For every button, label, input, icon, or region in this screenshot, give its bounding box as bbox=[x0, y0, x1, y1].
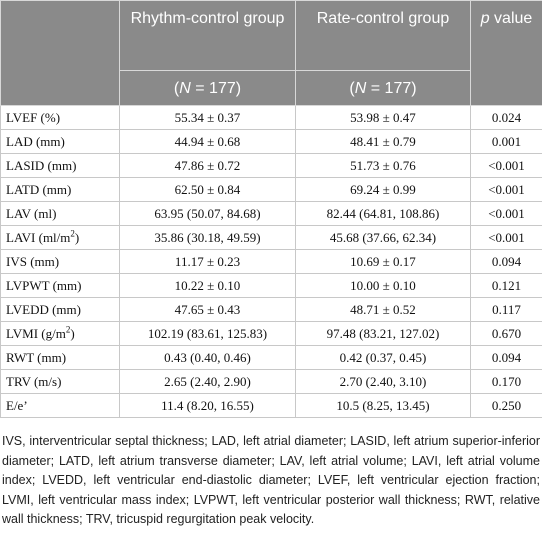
p-value-cell: <0.001 bbox=[470, 153, 542, 178]
p-value-cell: 0.024 bbox=[470, 105, 542, 130]
p-value-cell: 0.001 bbox=[470, 129, 542, 154]
rate-value-cell: 82.44 (64.81, 108.86) bbox=[295, 201, 471, 226]
rhythm-value-cell: 47.65 ± 0.43 bbox=[119, 297, 296, 322]
rate-value-cell: 2.70 (2.40, 3.10) bbox=[295, 369, 471, 394]
rhythm-value-cell: 11.4 (8.20, 16.55) bbox=[119, 393, 296, 418]
row-label-text: LAV (ml) bbox=[6, 205, 57, 221]
p-value-cell: 0.121 bbox=[470, 273, 542, 298]
row-label-superscript: 2 bbox=[70, 228, 75, 239]
echo-parameters-table: Rhythm-control group Rate-control group … bbox=[0, 0, 542, 418]
row-label-tail: ) bbox=[74, 229, 80, 245]
rate-value-cell: 10.69 ± 0.17 bbox=[295, 249, 471, 274]
p-value-cell: 0.117 bbox=[470, 297, 542, 322]
row-label-text: LASID (mm) bbox=[6, 157, 77, 173]
rhythm-value-cell: 44.94 ± 0.68 bbox=[119, 129, 296, 154]
table-row: LASID (mm) 47.86 ± 0.72 51.73 ± 0.76 <0.001 bbox=[0, 153, 542, 178]
row-label: LATD (mm) bbox=[0, 177, 120, 202]
table-footnote: IVS, interventricular septal thickness; … bbox=[2, 434, 540, 526]
row-label: LVEF (%) bbox=[0, 105, 120, 130]
row-label-text: LVEDD (mm) bbox=[6, 301, 81, 317]
table-row: IVS (mm) 11.17 ± 0.23 10.69 ± 0.17 0.094 bbox=[0, 249, 542, 274]
table-row: E/e’ 11.4 (8.20, 16.55) 10.5 (8.25, 13.45)… bbox=[0, 393, 542, 418]
rhythm-value-cell: 11.17 ± 0.23 bbox=[119, 249, 296, 274]
italic-symbol: N bbox=[354, 79, 367, 97]
p-value-cell: 0.170 bbox=[470, 369, 542, 394]
row-label: LASID (mm) bbox=[0, 153, 120, 178]
table-row: LVMI (g/m2) 102.19 (83.61, 125.83) 97.48 (… bbox=[0, 321, 542, 346]
rhythm-value-cell: 35.86 (30.18, 49.59) bbox=[119, 225, 296, 250]
row-label-text: E/e’ bbox=[6, 397, 28, 413]
row-label-text: TRV (m/s) bbox=[6, 373, 62, 389]
rhythm-value-cell: 10.22 ± 0.10 bbox=[119, 273, 296, 298]
rhythm-value-cell: 2.65 (2.40, 2.90) bbox=[119, 369, 296, 394]
header-rate-group: Rate-control group bbox=[295, 0, 471, 71]
italic-symbol: N bbox=[179, 79, 191, 97]
rate-value-cell: 69.24 ± 0.99 bbox=[295, 177, 471, 202]
rate-value-cell: 51.73 ± 0.76 bbox=[295, 153, 471, 178]
row-label: LVMI (g/m2) bbox=[0, 321, 120, 346]
table-container: Rhythm-control group Rate-control group … bbox=[0, 0, 542, 418]
table-row: LVPWT (mm) 10.22 ± 0.10 10.00 ± 0.10 0.121 bbox=[0, 273, 542, 298]
rate-value-cell: 53.98 ± 0.47 bbox=[295, 105, 471, 130]
row-label: TRV (m/s) bbox=[0, 369, 120, 394]
p-value-cell: 0.094 bbox=[470, 249, 542, 274]
row-label-tail: ) bbox=[70, 325, 75, 341]
italic-symbol: p bbox=[480, 10, 490, 27]
header-rhythm-n: (N = 177) bbox=[119, 70, 296, 106]
p-value-cell: <0.001 bbox=[470, 177, 542, 202]
p-value-cell: 0.250 bbox=[470, 393, 542, 418]
row-label: LVEDD (mm) bbox=[0, 297, 120, 322]
row-label: LAD (mm) bbox=[0, 129, 120, 154]
row-label: E/e’ bbox=[0, 393, 120, 418]
p-value-cell: 0.094 bbox=[470, 345, 542, 370]
header-p-value: p value bbox=[470, 0, 542, 106]
header-rhythm-group: Rhythm-control group bbox=[119, 0, 296, 71]
row-label-text: LAVI (ml/m bbox=[6, 229, 71, 245]
table-row: LAV (ml) 63.95 (50.07, 84.68) 82.44 (64.81… bbox=[0, 201, 542, 226]
table-row: LVEF (%) 55.34 ± 0.37 53.98 ± 0.47 0.024 bbox=[0, 105, 542, 130]
row-label: RWT (mm) bbox=[0, 345, 120, 370]
header-empty-cell bbox=[0, 0, 120, 106]
row-label: LVPWT (mm) bbox=[0, 273, 120, 298]
rhythm-value-cell: 55.34 ± 0.37 bbox=[119, 105, 296, 130]
row-label-text: LVPWT (mm) bbox=[6, 277, 82, 293]
row-label: LAVI (ml/m2) bbox=[0, 225, 120, 250]
table-row: LATD (mm) 62.50 ± 0.84 69.24 ± 0.99 <0.001 bbox=[0, 177, 542, 202]
table-body: LVEF (%) 55.34 ± 0.37 53.98 ± 0.47 0.024 LAD… bbox=[0, 105, 542, 418]
header-rate-n: (N = 177) bbox=[295, 70, 471, 106]
table-row: LAVI (ml/m2) 35.86 (30.18, 49.59) 45.68 (3… bbox=[0, 225, 542, 250]
rate-value-cell: 97.48 (83.21, 127.02) bbox=[295, 321, 471, 346]
rate-value-cell: 0.42 (0.37, 0.45) bbox=[295, 345, 471, 370]
row-label: IVS (mm) bbox=[0, 249, 120, 274]
table-row: TRV (m/s) 2.65 (2.40, 2.90) 2.70 (2.40, 3.… bbox=[0, 369, 542, 394]
table-header-row: Rhythm-control group Rate-control group … bbox=[0, 0, 542, 106]
row-label-text: LVMI (g/m bbox=[6, 325, 66, 341]
row-label-text: RWT (mm) bbox=[6, 349, 67, 365]
rhythm-value-cell: 47.86 ± 0.72 bbox=[119, 153, 296, 178]
rate-value-cell: 10.5 (8.25, 13.45) bbox=[295, 393, 471, 418]
table-row: RWT (mm) 0.43 (0.40, 0.46) 0.42 (0.37, 0.4… bbox=[0, 345, 542, 370]
row-label-text: LAD (mm) bbox=[6, 133, 65, 149]
row-label-text: LATD (mm) bbox=[6, 181, 72, 197]
p-value-cell: <0.001 bbox=[470, 225, 542, 250]
rate-value-cell: 10.00 ± 0.10 bbox=[295, 273, 471, 298]
p-value-cell: 0.670 bbox=[470, 321, 542, 346]
table-row: LAD (mm) 44.94 ± 0.68 48.41 ± 0.79 0.001 bbox=[0, 129, 542, 154]
rhythm-value-cell: 102.19 (83.61, 125.83) bbox=[119, 321, 296, 346]
rhythm-value-cell: 63.95 (50.07, 84.68) bbox=[119, 201, 296, 226]
row-label: LAV (ml) bbox=[0, 201, 120, 226]
row-label-text: IVS (mm) bbox=[6, 253, 60, 269]
p-value-cell: <0.001 bbox=[470, 201, 542, 226]
rate-value-cell: 48.71 ± 0.52 bbox=[295, 297, 471, 322]
row-label-text: LVEF (%) bbox=[6, 109, 61, 125]
rhythm-value-cell: 62.50 ± 0.84 bbox=[119, 177, 296, 202]
rate-value-cell: 48.41 ± 0.79 bbox=[295, 129, 471, 154]
rhythm-value-cell: 0.43 (0.40, 0.46) bbox=[119, 345, 296, 370]
table-row: LVEDD (mm) 47.65 ± 0.43 48.71 ± 0.52 0.117 bbox=[0, 297, 542, 322]
row-label-superscript: 2 bbox=[65, 324, 71, 335]
rate-value-cell: 45.68 (37.66, 62.34) bbox=[295, 225, 471, 250]
